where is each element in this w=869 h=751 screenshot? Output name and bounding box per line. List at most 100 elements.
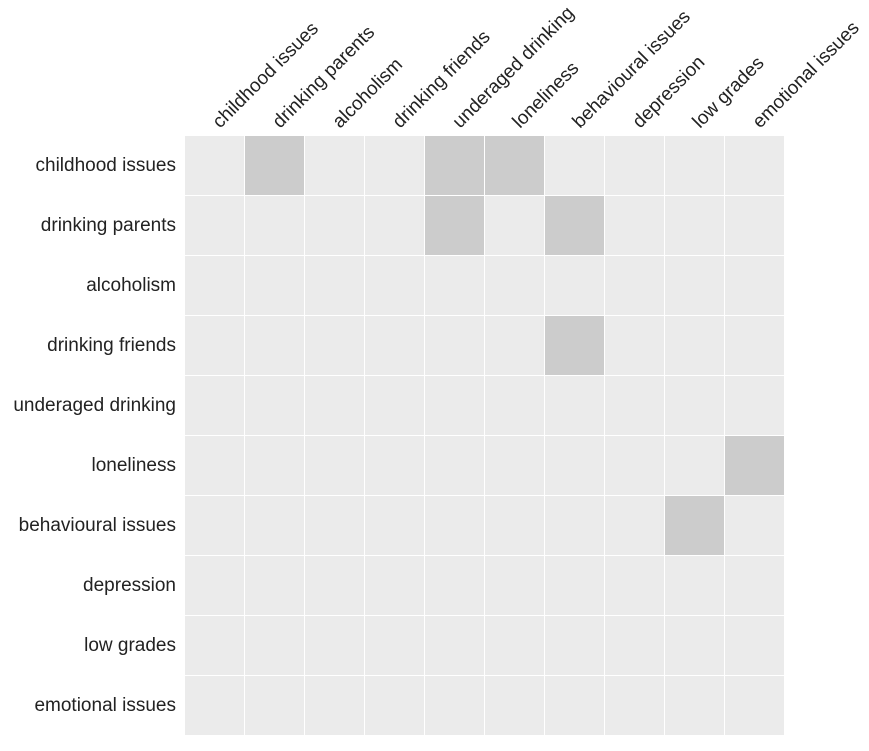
row-label-drinking-friends: drinking friends	[47, 335, 176, 356]
matrix-cell-behavioural-issues-to-behavioural-issues	[545, 496, 604, 555]
row-label-low-grades: low grades	[84, 635, 176, 656]
matrix-cell-low-grades-to-low-grades	[665, 616, 724, 675]
matrix-cell-depression-to-low-grades	[665, 556, 724, 615]
matrix-cell-depression-to-drinking-friends	[365, 556, 424, 615]
matrix-cell-loneliness-to-childhood-issues	[185, 436, 244, 495]
matrix-cell-drinking-parents-to-emotional-issues	[725, 196, 784, 255]
row-label-depression: depression	[83, 575, 176, 596]
matrix-cell-depression-to-childhood-issues	[185, 556, 244, 615]
matrix-cell-childhood-issues-to-alcoholism	[305, 136, 364, 195]
matrix-cell-drinking-parents-to-childhood-issues	[185, 196, 244, 255]
matrix-cell-low-grades-to-behavioural-issues	[545, 616, 604, 675]
row-label-childhood-issues: childhood issues	[36, 155, 176, 176]
matrix-cell-depression-to-loneliness	[485, 556, 544, 615]
matrix-cell-underaged-drinking-to-drinking-parents	[245, 376, 304, 435]
matrix-cell-childhood-issues-to-drinking-parents	[245, 136, 304, 195]
matrix-cell-childhood-issues-to-depression	[605, 136, 664, 195]
row-label-alcoholism: alcoholism	[86, 275, 176, 296]
matrix-cell-low-grades-to-depression	[605, 616, 664, 675]
matrix-cell-underaged-drinking-to-drinking-friends	[365, 376, 424, 435]
matrix-cell-underaged-drinking-to-alcoholism	[305, 376, 364, 435]
matrix-cell-drinking-friends-to-behavioural-issues	[545, 316, 604, 375]
matrix-cell-low-grades-to-emotional-issues	[725, 616, 784, 675]
matrix-cell-drinking-friends-to-emotional-issues	[725, 316, 784, 375]
matrix-cell-alcoholism-to-drinking-friends	[365, 256, 424, 315]
matrix-cell-emotional-issues-to-emotional-issues	[725, 676, 784, 735]
matrix-cell-drinking-friends-to-low-grades	[665, 316, 724, 375]
matrix-cell-depression-to-drinking-parents	[245, 556, 304, 615]
matrix-cell-alcoholism-to-childhood-issues	[185, 256, 244, 315]
matrix-cell-alcoholism-to-alcoholism	[305, 256, 364, 315]
matrix-cell-alcoholism-to-depression	[605, 256, 664, 315]
matrix-cell-loneliness-to-emotional-issues	[725, 436, 784, 495]
matrix-cell-emotional-issues-to-drinking-friends	[365, 676, 424, 735]
matrix-cell-depression-to-depression	[605, 556, 664, 615]
matrix-cell-drinking-parents-to-depression	[605, 196, 664, 255]
matrix-cell-emotional-issues-to-loneliness	[485, 676, 544, 735]
matrix-cell-loneliness-to-low-grades	[665, 436, 724, 495]
matrix-cell-drinking-parents-to-behavioural-issues	[545, 196, 604, 255]
matrix-cell-drinking-parents-to-underaged-drinking	[425, 196, 484, 255]
matrix-cell-emotional-issues-to-alcoholism	[305, 676, 364, 735]
row-label-loneliness: loneliness	[92, 455, 177, 476]
row-label-emotional-issues: emotional issues	[34, 695, 176, 716]
matrix-cell-loneliness-to-drinking-parents	[245, 436, 304, 495]
matrix-cell-behavioural-issues-to-drinking-friends	[365, 496, 424, 555]
matrix-cell-emotional-issues-to-underaged-drinking	[425, 676, 484, 735]
matrix-cell-drinking-friends-to-depression	[605, 316, 664, 375]
matrix-cell-loneliness-to-depression	[605, 436, 664, 495]
matrix-cell-low-grades-to-childhood-issues	[185, 616, 244, 675]
matrix-cell-loneliness-to-alcoholism	[305, 436, 364, 495]
matrix-cell-drinking-friends-to-childhood-issues	[185, 316, 244, 375]
matrix-cell-drinking-friends-to-underaged-drinking	[425, 316, 484, 375]
matrix-cell-behavioural-issues-to-alcoholism	[305, 496, 364, 555]
matrix-cell-loneliness-to-underaged-drinking	[425, 436, 484, 495]
matrix-cell-loneliness-to-loneliness	[485, 436, 544, 495]
matrix-cell-drinking-friends-to-loneliness	[485, 316, 544, 375]
matrix-cell-underaged-drinking-to-emotional-issues	[725, 376, 784, 435]
matrix-cell-alcoholism-to-behavioural-issues	[545, 256, 604, 315]
matrix-cell-drinking-friends-to-drinking-parents	[245, 316, 304, 375]
matrix-cell-behavioural-issues-to-emotional-issues	[725, 496, 784, 555]
matrix-cell-low-grades-to-underaged-drinking	[425, 616, 484, 675]
matrix-cell-depression-to-behavioural-issues	[545, 556, 604, 615]
matrix-cell-emotional-issues-to-drinking-parents	[245, 676, 304, 735]
row-label-drinking-parents: drinking parents	[41, 215, 176, 236]
matrix-cell-low-grades-to-drinking-parents	[245, 616, 304, 675]
matrix-cell-underaged-drinking-to-loneliness	[485, 376, 544, 435]
matrix-cell-drinking-friends-to-alcoholism	[305, 316, 364, 375]
matrix-cell-drinking-friends-to-drinking-friends	[365, 316, 424, 375]
matrix-cell-drinking-parents-to-drinking-parents	[245, 196, 304, 255]
matrix-cell-behavioural-issues-to-underaged-drinking	[425, 496, 484, 555]
matrix-cell-emotional-issues-to-behavioural-issues	[545, 676, 604, 735]
matrix-cell-childhood-issues-to-underaged-drinking	[425, 136, 484, 195]
matrix-cell-low-grades-to-loneliness	[485, 616, 544, 675]
matrix-cell-emotional-issues-to-low-grades	[665, 676, 724, 735]
matrix-cell-low-grades-to-alcoholism	[305, 616, 364, 675]
matrix-cell-alcoholism-to-low-grades	[665, 256, 724, 315]
matrix-cell-childhood-issues-to-behavioural-issues	[545, 136, 604, 195]
matrix-cell-drinking-parents-to-low-grades	[665, 196, 724, 255]
matrix-cell-childhood-issues-to-emotional-issues	[725, 136, 784, 195]
matrix-cell-drinking-parents-to-drinking-friends	[365, 196, 424, 255]
matrix-cell-underaged-drinking-to-underaged-drinking	[425, 376, 484, 435]
matrix-cells	[185, 136, 785, 736]
matrix-cell-childhood-issues-to-drinking-friends	[365, 136, 424, 195]
matrix-cell-loneliness-to-drinking-friends	[365, 436, 424, 495]
matrix-cell-behavioural-issues-to-depression	[605, 496, 664, 555]
matrix-cell-underaged-drinking-to-low-grades	[665, 376, 724, 435]
matrix-cell-drinking-parents-to-loneliness	[485, 196, 544, 255]
matrix-cell-emotional-issues-to-childhood-issues	[185, 676, 244, 735]
row-labels: childhood issues drinking parents alcoholi…	[13, 155, 176, 716]
matrix-cell-low-grades-to-drinking-friends	[365, 616, 424, 675]
matrix-cell-childhood-issues-to-low-grades	[665, 136, 724, 195]
matrix-cell-childhood-issues-to-childhood-issues	[185, 136, 244, 195]
matrix-cell-behavioural-issues-to-loneliness	[485, 496, 544, 555]
matrix-cell-depression-to-underaged-drinking	[425, 556, 484, 615]
matrix-cell-depression-to-alcoholism	[305, 556, 364, 615]
matrix-cell-behavioural-issues-to-low-grades	[665, 496, 724, 555]
matrix-cell-drinking-parents-to-alcoholism	[305, 196, 364, 255]
matrix-cell-underaged-drinking-to-depression	[605, 376, 664, 435]
